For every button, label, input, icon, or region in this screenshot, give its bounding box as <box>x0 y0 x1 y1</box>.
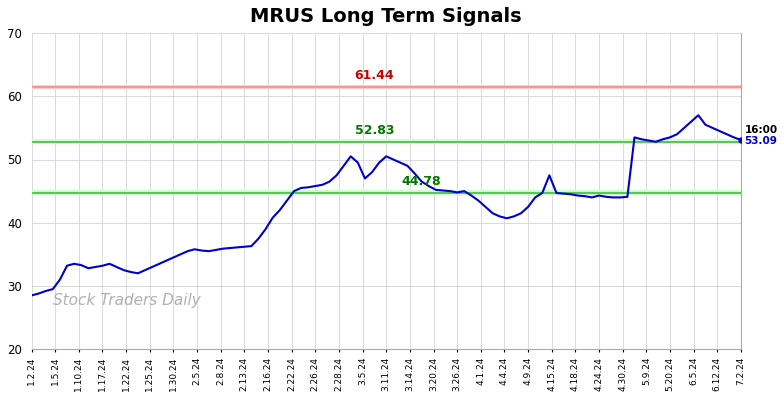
Text: 61.44: 61.44 <box>354 69 394 82</box>
Bar <box>31 139 741 144</box>
Text: Stock Traders Daily: Stock Traders Daily <box>53 293 201 308</box>
Text: 52.83: 52.83 <box>354 124 394 137</box>
Text: 53.09: 53.09 <box>745 136 777 146</box>
Bar <box>31 190 741 195</box>
Text: 44.78: 44.78 <box>402 175 441 188</box>
Title: MRUS Long Term Signals: MRUS Long Term Signals <box>250 7 522 26</box>
Text: 16:00: 16:00 <box>745 125 778 135</box>
Bar <box>31 85 741 90</box>
